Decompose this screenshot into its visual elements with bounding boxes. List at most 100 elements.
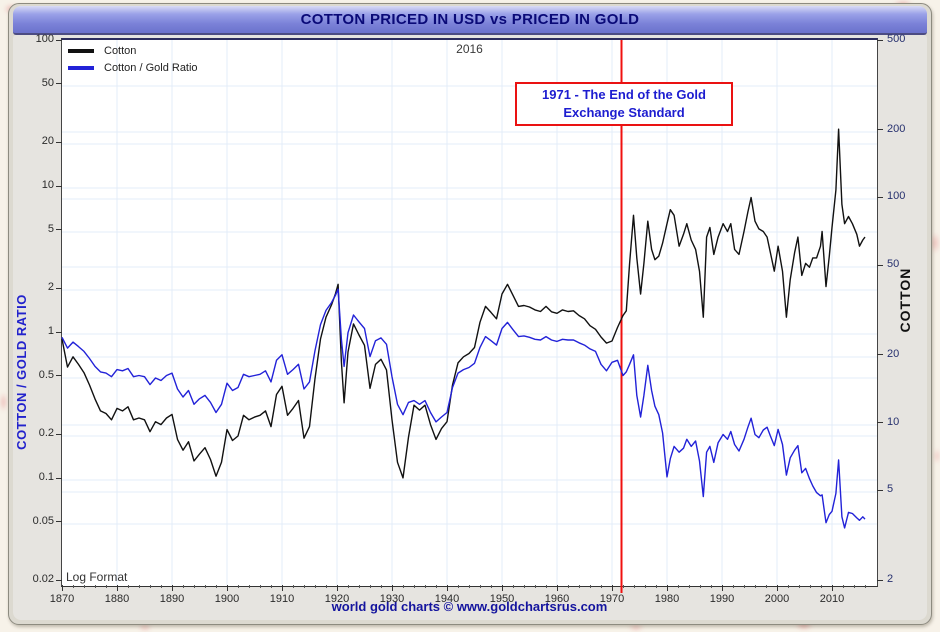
x-axis-minor-tick bbox=[369, 585, 371, 588]
right-axis-tick bbox=[877, 264, 883, 266]
right-axis-tick bbox=[877, 196, 883, 198]
ratio-line-swatch bbox=[68, 65, 94, 70]
x-axis-tick bbox=[831, 585, 833, 591]
x-axis-minor-tick bbox=[347, 585, 349, 588]
left-axis-tick bbox=[56, 39, 62, 41]
cotton-usd-line bbox=[61, 128, 866, 479]
x-axis-minor-tick bbox=[358, 585, 360, 588]
cotton-gold-ratio-line bbox=[61, 288, 866, 529]
right-axis-tick-label: 100 bbox=[887, 190, 906, 203]
x-axis-minor-tick bbox=[677, 585, 679, 588]
x-axis-tick bbox=[226, 585, 228, 591]
x-axis-minor-tick bbox=[864, 585, 866, 588]
x-axis-tick bbox=[666, 585, 668, 591]
right-axis-tick bbox=[877, 354, 883, 356]
x-axis-tick-label: 1900 bbox=[214, 593, 240, 605]
left-axis-tick-label: 10 bbox=[41, 179, 54, 191]
x-axis-minor-tick bbox=[72, 585, 74, 588]
x-axis-minor-tick bbox=[259, 585, 261, 588]
x-axis-tick-label: 2010 bbox=[819, 593, 845, 605]
x-axis-minor-tick bbox=[413, 585, 415, 588]
x-axis-tick-label: 1890 bbox=[159, 593, 185, 605]
left-axis-tick bbox=[56, 141, 62, 143]
plot-area: Cotton Cotton / Gold Ratio 2016 1971 - T… bbox=[61, 38, 878, 593]
right-axis-tick bbox=[877, 579, 883, 581]
x-axis-tick-label: 1970 bbox=[599, 593, 625, 605]
left-axis-tick-label: 0.1 bbox=[38, 471, 54, 483]
x-axis-tick-label: 1940 bbox=[434, 593, 460, 605]
window-title: COTTON PRICED IN USD vs PRICED IN GOLD bbox=[300, 11, 640, 28]
left-axis-tick-label: 0.2 bbox=[38, 427, 54, 440]
left-axis-tick-label: 1 bbox=[47, 325, 54, 337]
left-axis-tick-label: 50 bbox=[41, 76, 54, 89]
x-axis-tick bbox=[721, 585, 723, 591]
x-axis-minor-tick bbox=[127, 585, 129, 588]
x-axis-minor-tick bbox=[710, 585, 712, 588]
x-axis-tick-label: 1880 bbox=[104, 593, 130, 605]
x-axis-tick-label: 1950 bbox=[489, 593, 515, 605]
right-axis-tick-label: 2 bbox=[887, 573, 894, 586]
left-axis-tick-label: 2 bbox=[47, 281, 54, 294]
x-axis-minor-tick bbox=[809, 585, 811, 588]
left-axis-tick bbox=[56, 521, 62, 523]
x-axis-minor-tick bbox=[182, 585, 184, 588]
x-axis-tick bbox=[556, 585, 558, 591]
x-axis-tick bbox=[281, 585, 283, 591]
x-axis-minor-tick bbox=[523, 585, 525, 588]
x-axis-tick-label: 1920 bbox=[324, 593, 350, 605]
x-axis-minor-tick bbox=[699, 585, 701, 588]
right-axis-tick-label: 10 bbox=[887, 415, 900, 428]
x-axis-minor-tick bbox=[534, 585, 536, 588]
x-axis-minor-tick bbox=[314, 585, 316, 588]
annotation-line1: 1971 - The End of the Gold bbox=[542, 87, 706, 102]
x-axis-minor-tick bbox=[644, 585, 646, 588]
left-axis-tick-label: 0.02 bbox=[32, 573, 54, 586]
x-axis-minor-tick bbox=[589, 585, 591, 588]
right-axis-tick-label: 20 bbox=[887, 347, 900, 360]
x-axis-tick bbox=[171, 585, 173, 591]
chart-canvas bbox=[61, 40, 877, 593]
x-axis-tick bbox=[446, 585, 448, 591]
left-axis-tick-label: 0.05 bbox=[32, 514, 54, 527]
x-axis-minor-tick bbox=[270, 585, 272, 588]
left-axis-tick bbox=[56, 83, 62, 85]
x-axis-tick-label: 1990 bbox=[709, 593, 735, 605]
x-axis-tick bbox=[116, 585, 118, 591]
x-axis-tick bbox=[391, 585, 393, 591]
left-axis-tick bbox=[56, 433, 62, 435]
x-axis-minor-tick bbox=[303, 585, 305, 588]
x-axis-tick bbox=[336, 585, 338, 591]
right-axis-tick bbox=[877, 39, 883, 41]
x-axis-minor-tick bbox=[545, 585, 547, 588]
x-axis-minor-tick bbox=[402, 585, 404, 588]
x-axis-minor-tick bbox=[94, 585, 96, 588]
left-axis-tick bbox=[56, 579, 62, 581]
x-axis-tick bbox=[501, 585, 503, 591]
x-axis-tick bbox=[776, 585, 778, 591]
x-axis-minor-tick bbox=[248, 585, 250, 588]
x-axis-minor-tick bbox=[567, 585, 569, 588]
x-axis-minor-tick bbox=[490, 585, 492, 588]
right-axis-tick-label: 200 bbox=[887, 122, 906, 135]
left-axis-tick-label: 5 bbox=[47, 222, 54, 235]
x-axis-minor-tick bbox=[424, 585, 426, 588]
left-axis-tick bbox=[56, 185, 62, 187]
x-axis-minor-tick bbox=[380, 585, 382, 588]
x-axis-minor-tick bbox=[193, 585, 195, 588]
x-axis-tick-label: 1980 bbox=[654, 593, 680, 605]
x-axis-minor-tick bbox=[765, 585, 767, 588]
left-axis-tick bbox=[56, 287, 62, 289]
x-axis-minor-tick bbox=[732, 585, 734, 588]
legend: Cotton Cotton / Gold Ratio bbox=[68, 42, 198, 76]
x-axis-minor-tick bbox=[325, 585, 327, 588]
x-axis-tick-label: 1960 bbox=[544, 593, 570, 605]
x-axis-minor-tick bbox=[798, 585, 800, 588]
x-axis-minor-tick bbox=[105, 585, 107, 588]
left-axis-tick-label: 20 bbox=[41, 135, 54, 148]
x-axis-tick bbox=[611, 585, 613, 591]
x-axis-minor-tick bbox=[754, 585, 756, 588]
x-axis-minor-tick bbox=[688, 585, 690, 588]
watermark-spot bbox=[138, 624, 152, 631]
left-axis-tick-label: 0.5 bbox=[38, 368, 54, 381]
x-axis-minor-tick bbox=[633, 585, 635, 588]
